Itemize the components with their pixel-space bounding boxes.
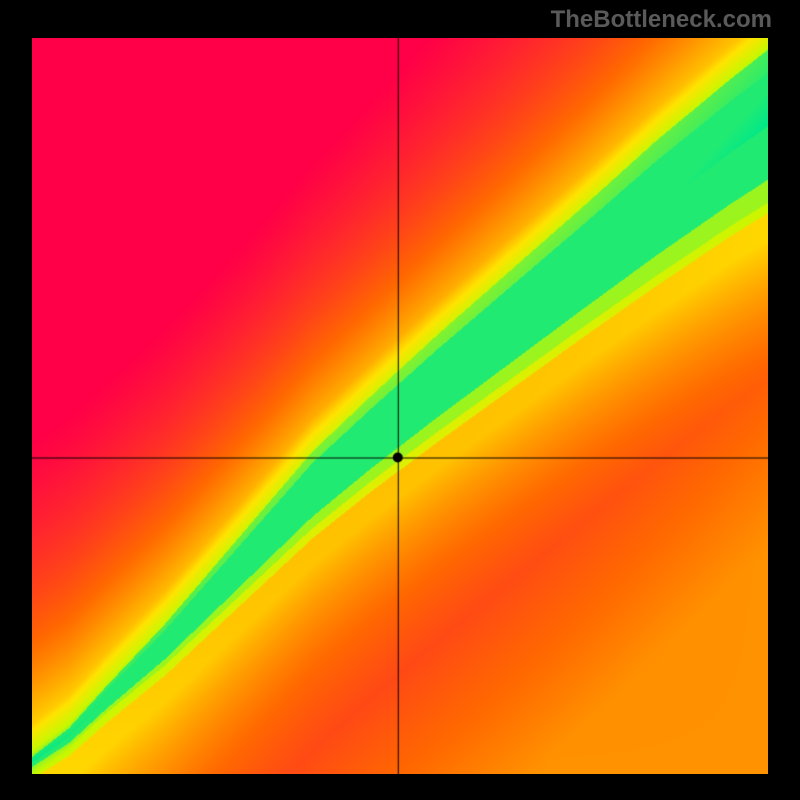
heatmap-plot [32,38,768,774]
crosshair-overlay [32,38,768,774]
watermark-text: TheBottleneck.com [551,6,772,34]
